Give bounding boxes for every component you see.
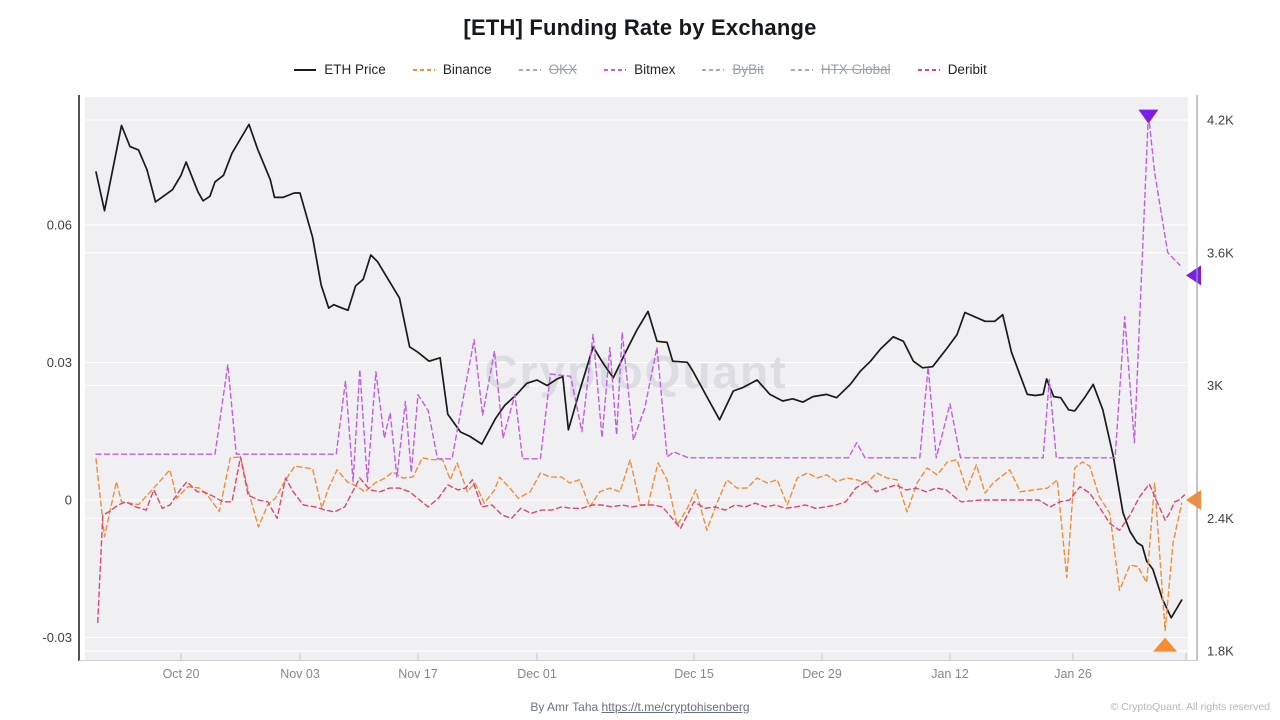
legend-swatch-dashed-icon	[604, 68, 627, 71]
y-left-label: -0.03	[42, 630, 72, 645]
y-right-label: 1.8K	[1207, 644, 1234, 659]
y-left-label: 0.03	[47, 355, 72, 370]
series-bitmex[interactable]	[95, 112, 1181, 483]
legend-item-htx-global[interactable]: HTX Global	[790, 62, 891, 77]
y-left-label: 0	[65, 493, 72, 508]
page-title: [ETH] Funding Rate by Exchange	[463, 15, 817, 40]
legend-label: HTX Global	[820, 62, 891, 77]
marker-binance-min-up[interactable]	[1153, 637, 1178, 652]
legend-item-binance[interactable]: Binance	[412, 62, 492, 77]
marker-bitmex-max-down[interactable]	[1138, 109, 1159, 124]
legend-swatch-dashed-icon	[917, 68, 940, 71]
legend-swatch-dashed-icon	[412, 68, 435, 71]
y-right-label: 4.2K	[1207, 113, 1234, 128]
legend-label: Binance	[442, 62, 492, 77]
legend: ETH Price Binance OKX Bitmex ByBit HTX Global…	[0, 62, 1280, 77]
legend-label: ByBit	[732, 62, 764, 77]
x-axis-label-jan-12: Jan 12	[931, 667, 969, 681]
byline: By Amr Taha https://t.me/cryptohisenberg	[0, 700, 1280, 714]
x-axis-label-dec-01: Dec 01	[517, 667, 557, 681]
x-axis-label-dec-29: Dec 29	[802, 667, 842, 681]
series-deribit[interactable]	[97, 456, 1186, 624]
x-axis-label-jan-26: Jan 26	[1054, 667, 1092, 681]
copyright-notice: © CryptoQuant. All rights reserved	[1110, 701, 1270, 713]
legend-swatch-dashed-icon	[518, 68, 541, 71]
legend-label: Bitmex	[634, 62, 676, 77]
legend-swatch-dashed-icon	[702, 68, 725, 71]
series-eth-price[interactable]	[95, 123, 1183, 619]
y-right-label: 3K	[1207, 378, 1223, 393]
legend-item-deribit[interactable]: Deribit	[917, 62, 987, 77]
x-axis-label-dec-15: Dec 15	[674, 667, 714, 681]
cryptoquant-watermark: CryptoQuant	[484, 346, 787, 398]
legend-swatch-dashed-icon	[790, 68, 813, 71]
legend-label: ETH Price	[324, 62, 386, 77]
x-axis-label-oct-20: Oct 20	[163, 667, 200, 681]
y-left-label: 0.06	[47, 218, 72, 233]
legend-swatch-line-icon	[294, 68, 317, 71]
byline-author: By Amr Taha	[530, 700, 602, 714]
marker-bitmex-latest-left[interactable]	[1186, 265, 1201, 286]
legend-item-okx[interactable]: OKX	[518, 62, 578, 77]
legend-label: Deribit	[947, 62, 987, 77]
y-right-label: 3.6K	[1207, 245, 1234, 260]
x-axis-label-nov-03: Nov 03	[280, 667, 320, 681]
byline-link[interactable]: https://t.me/cryptohisenberg	[601, 700, 750, 714]
legend-item-bitmex[interactable]: Bitmex	[603, 62, 675, 77]
legend-item-bybit[interactable]: ByBit	[701, 62, 764, 77]
x-axis-label-nov-17: Nov 17	[398, 667, 438, 681]
y-right-label: 2.4K	[1207, 511, 1234, 526]
legend-item-eth-price[interactable]: ETH Price	[293, 62, 386, 77]
marker-binance-latest-left[interactable]	[1186, 490, 1201, 510]
plot-area[interactable]	[85, 97, 1188, 660]
legend-label: OKX	[548, 62, 578, 77]
